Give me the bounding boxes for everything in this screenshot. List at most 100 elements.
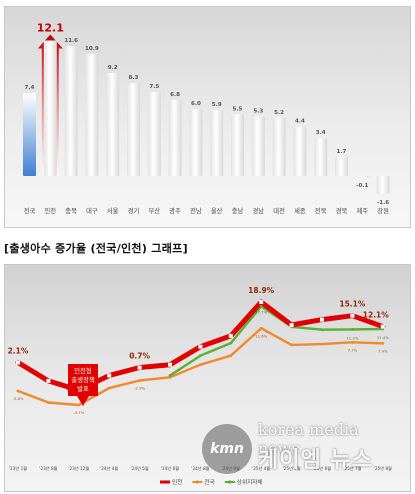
bar-category-label: 부산 [149,206,161,215]
bar-category-label: 인천 [45,206,57,215]
bar-category-label: 충북 [65,206,77,215]
x-tick-label: '24년 9월 [222,465,240,472]
callout-text: 인천형 [74,366,92,375]
point-전국 [47,401,50,404]
legend-marker-전국 [195,480,199,484]
bar-value-label: 5.3 [253,109,263,115]
bar-전국 [23,93,36,176]
bar-category-label: 전국 [24,206,36,215]
data-label: 12.1% [363,310,390,319]
x-tick-label: '25년 6월 [313,465,331,472]
x-tick-label: '24년 4월 [100,465,118,472]
x-tick-label: '25년 7월 [343,465,361,472]
point-인천 [289,323,294,328]
bar-전남 [189,108,203,176]
data-label: 15.1% [339,300,366,309]
data-label: 11.6% [255,333,267,338]
bar-category-label: 전북 [315,206,327,215]
point-상위지자체 [259,304,263,308]
x-tick-label: '24년 6월 [161,465,179,472]
point-상위지자체 [229,341,233,345]
point-인천 [228,333,233,338]
legend-marker-인천 [163,480,167,484]
point-상위지자체 [320,328,324,332]
bar-경북 [335,156,348,176]
x-tick-label: '23년 8월 [39,465,57,472]
point-전국 [199,363,202,367]
bar-value-label: 3.4 [316,130,326,136]
point-전국 [259,326,263,330]
bar-category-label: 대구 [86,207,98,215]
bar-광주 [168,99,182,176]
bar-value-label: 5.5 [233,106,243,112]
bar-인천 [43,40,57,177]
data-label: 7.7% [348,347,358,352]
point-인천 [259,300,264,304]
bar-value-label: 5.2 [274,110,284,116]
point-상위지자체 [168,374,172,377]
legend-entry: 인천 [172,478,182,486]
bar-category-label: 전남 [190,206,202,215]
point-상위지자체 [351,327,354,331]
x-tick-label: '25년 4월 [252,465,270,472]
point-전국 [381,342,385,345]
bar-value-label: 12.1 [37,21,64,34]
bar-chart: 7.4 12.111.6 10.9 9.2 8.3 7.5 6.8 6.0 5.9 5.5 5.3 5… [23,21,390,215]
point-상위지자체 [199,354,202,358]
bar-value-label: 7.4 [25,85,35,91]
bar-category-label: 경북 [336,206,348,215]
bar-value-label: 8.3 [129,75,139,81]
bar-충북 [64,46,78,176]
bar-value-label: 6.8 [170,92,180,98]
point-전국 [229,354,233,358]
point-인천 [380,324,385,329]
bar-category-label: 강원 [377,206,389,215]
legend-entry: 상위지자체 [237,478,263,486]
x-tick-label: '23년 1월 [9,465,27,472]
bar-value-label: 9.2 [108,65,118,71]
x-tick-label: '25년 5월 [283,465,301,472]
data-label: 17.7% [255,309,267,314]
bar-제주 [355,176,369,178]
legend-entry: 전국 [204,478,214,486]
bar-대구 [85,53,99,176]
line-chart-title: [출생아수 증가율 (전국/인천) 그래프] [4,242,188,255]
x-tick-label: '24년 5월 [131,465,149,472]
bar-value-label: 10.9 [85,46,99,52]
bar-value-label: 1.7 [337,149,347,155]
bar-울산 [210,109,224,176]
point-인천 [350,313,355,318]
bar-충남 [231,114,244,176]
data-label: 0.7% [129,352,150,361]
policy-callout [68,364,98,406]
bar-경기 [127,83,140,176]
bar-value-label: 6.0 [191,101,201,107]
callout-text: 출생정책 [71,375,95,384]
x-tick-label: '25년 8월 [374,465,392,472]
point-전국 [320,342,324,346]
point-인천 [168,362,172,367]
bar-서울 [106,72,120,176]
data-label: -2.9% [134,386,145,391]
bar-부산 [147,92,161,176]
bar-category-label: 서울 [107,206,119,215]
bar-value-label: 5.9 [212,102,222,108]
bar-value-label: -0.1 [356,183,368,189]
bar-value-label: 7.5 [149,84,159,90]
point-전국 [290,343,293,347]
legend-marker-상위지자체 [228,480,232,484]
bar-category-label: 경남 [253,206,265,215]
point-인천 [107,373,112,378]
data-label: -5.8% [12,396,23,401]
point-인천 [198,344,203,349]
point-전국 [16,389,20,393]
bar-category-label: 세종 [294,206,306,215]
bar-전북 [314,137,328,176]
x-tick-label: '24년 8월 [191,465,209,472]
bar-value-label: 4.4 [295,119,305,125]
data-label: 18.9% [248,286,275,295]
x-tick-label: '23년 12월 [68,465,89,472]
callout-text: 발표 [77,384,89,393]
data-label: 11.3% [346,335,358,340]
